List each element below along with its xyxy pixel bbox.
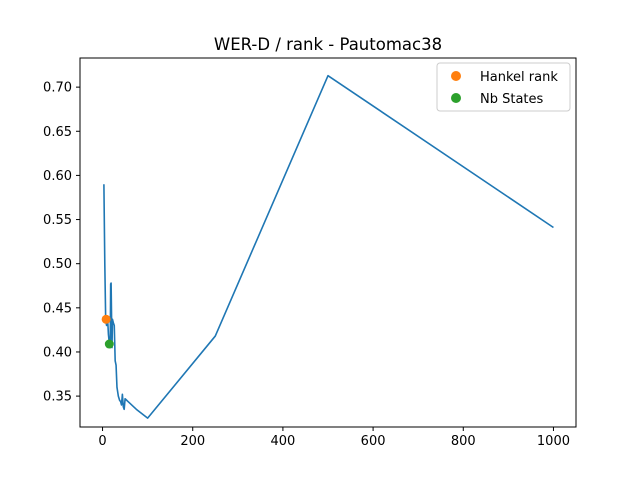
data-point-nb-states — [104, 339, 114, 349]
y-tick-label: 0.55 — [43, 213, 72, 228]
x-tick-label: 1000 — [537, 434, 570, 449]
legend-label-hankel-rank: Hankel rank — [480, 70, 558, 85]
x-tick-label: 800 — [451, 434, 476, 449]
legend-label-nb-states: Nb States — [480, 92, 544, 107]
y-axis: 0.35 0.40 0.45 0.50 0.55 0.60 0.65 0.70 — [43, 81, 80, 405]
x-tick-label: 600 — [361, 434, 386, 449]
x-tick-label: 0 — [98, 434, 106, 449]
y-tick-label: 0.45 — [43, 301, 72, 316]
y-tick-label: 0.35 — [43, 390, 72, 405]
data-point-hankel-rank — [101, 314, 111, 324]
series-line — [103, 74, 554, 419]
legend-marker-hankel-rank — [451, 71, 461, 81]
y-tick-label: 0.70 — [43, 81, 72, 96]
legend-marker-nb-states — [451, 93, 461, 103]
y-tick-label: 0.50 — [43, 257, 72, 272]
x-tick-label: 200 — [180, 434, 205, 449]
legend-box — [436, 62, 571, 112]
plot-frame — [79, 57, 577, 428]
y-tick-label: 0.60 — [43, 169, 72, 184]
x-axis: 0 200 400 600 800 1000 — [98, 427, 570, 449]
chart-title: WER-D / rank - Pautomac38 — [214, 35, 442, 54]
legend: Hankel rank Nb States — [436, 62, 571, 112]
x-tick-label: 400 — [270, 434, 295, 449]
plot-area — [101, 74, 554, 419]
y-tick-label: 0.65 — [43, 125, 72, 140]
y-tick-label: 0.40 — [43, 345, 72, 360]
